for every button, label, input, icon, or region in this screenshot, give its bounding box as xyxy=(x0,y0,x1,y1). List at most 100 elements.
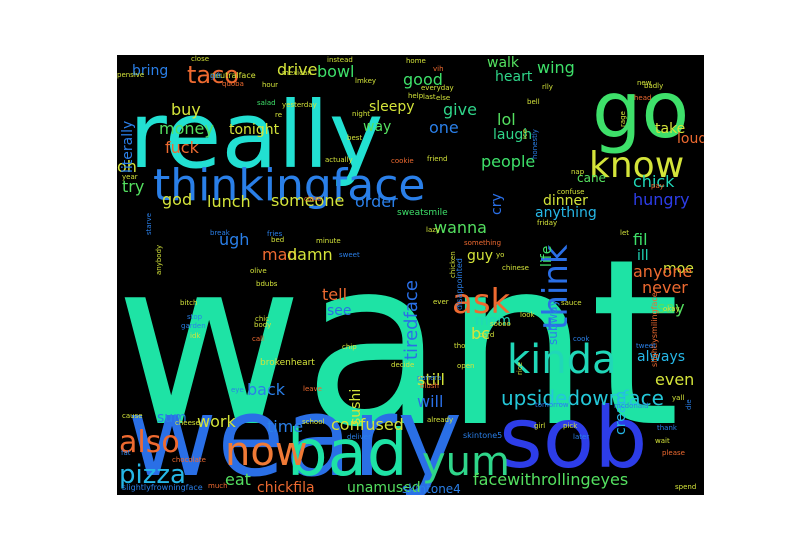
word-best: best xyxy=(347,134,362,142)
word-pick: pick xyxy=(563,422,578,430)
word-home: home xyxy=(406,57,426,65)
word-bitch: bitch xyxy=(180,299,197,307)
word-ice: ice xyxy=(521,129,529,139)
word-tiredface: tiredface xyxy=(401,280,422,360)
word-rlly: rlly xyxy=(542,83,553,91)
word-starve: starve xyxy=(145,213,153,235)
word-gift: gift xyxy=(210,72,222,80)
word-want: want xyxy=(117,211,680,478)
word-unamused: unamused xyxy=(347,480,421,495)
word-anybody: anybody xyxy=(155,245,163,275)
word-bring: bring xyxy=(132,63,168,79)
word-sauce: sauce xyxy=(561,299,582,307)
word-badly: badly xyxy=(644,82,663,90)
word-mom: mom xyxy=(475,313,511,329)
word-anyone: anyone xyxy=(633,262,692,281)
word-bdubs: bdubs xyxy=(256,280,278,288)
word-ugh: ugh xyxy=(219,230,249,249)
word-minute: minute xyxy=(316,237,341,245)
word-skintone5: skintone5 xyxy=(463,431,502,440)
word-nap: nap xyxy=(571,168,585,176)
word-upsidedownface: upsidedownface xyxy=(501,386,664,410)
word-sleepy: sleepy xyxy=(369,99,415,115)
word-honestly: honestly xyxy=(531,129,539,159)
word-slightlysmilingface: slightlysmilingface xyxy=(650,292,659,367)
word-bowl: bowl xyxy=(317,62,354,81)
word-thank: thank xyxy=(657,424,678,432)
word-say: say xyxy=(657,298,685,317)
word-man: man xyxy=(262,245,298,264)
word-cookie: cookie xyxy=(391,157,414,165)
word-will: will xyxy=(417,392,443,411)
word-call: call xyxy=(252,335,264,343)
word-mexican: mexican xyxy=(282,69,312,77)
word-re: re xyxy=(275,111,282,119)
word-body: body xyxy=(254,321,271,329)
word-even: even xyxy=(655,370,694,389)
word-close: close xyxy=(191,55,209,63)
word-chick: chick xyxy=(633,172,675,191)
word-idk: idk xyxy=(190,332,201,340)
word-vih: vih xyxy=(433,65,444,73)
word-pensive: pensive xyxy=(117,71,144,79)
word-disappointed: disappointed xyxy=(455,258,464,310)
word-tonight: tonight xyxy=(229,122,280,138)
word-much: much xyxy=(208,482,228,490)
word-mcdonald: mcdonald xyxy=(614,402,649,410)
word-decide: decide xyxy=(391,361,414,369)
word-go: go xyxy=(592,66,689,156)
word-fries: fries xyxy=(267,230,283,238)
word-dinner: dinner xyxy=(543,193,588,209)
word-yum: yum xyxy=(422,439,510,485)
word-soooo: soooo xyxy=(490,320,511,328)
word-subway: subway xyxy=(546,299,560,345)
word-oh: oh xyxy=(117,157,137,176)
word-someone: someone xyxy=(271,191,344,210)
word-never: never xyxy=(642,278,688,297)
word-cane: cane xyxy=(577,171,606,185)
word-bed: bed xyxy=(271,236,284,244)
word-already: already xyxy=(427,416,453,424)
word-card: card xyxy=(479,331,494,339)
word-brokenheart: brokenheart xyxy=(260,358,315,368)
word-hour: hour xyxy=(262,81,278,89)
word-yesterday: yesterday xyxy=(282,101,317,109)
word-chocolate: chocolate xyxy=(172,456,206,464)
word-guy: guy xyxy=(467,248,493,264)
word-try: try xyxy=(122,177,144,196)
word-girl: girl xyxy=(534,422,545,430)
word-moe: moe xyxy=(663,261,694,277)
word-sweatsmile: sweatsmile xyxy=(397,208,448,218)
word-laugh: laugh xyxy=(493,127,532,143)
word-chicken: chicken xyxy=(449,251,457,278)
word-deliver: deliver xyxy=(347,433,371,441)
word-friend: friend xyxy=(427,155,447,163)
word-sushi: sushi xyxy=(348,389,364,425)
word-bell: bell xyxy=(527,98,540,106)
word-cause: cause xyxy=(122,412,143,420)
word-money: money xyxy=(159,119,214,138)
word-garden: garden xyxy=(181,322,206,330)
word-order: order xyxy=(355,192,398,211)
word-skintone4: skintone4 xyxy=(402,482,461,495)
word-please: please xyxy=(662,449,685,457)
word-know: know xyxy=(589,145,684,186)
word-work: work xyxy=(197,412,236,431)
word-eye: eye xyxy=(231,386,244,394)
word-something: something xyxy=(464,239,501,247)
word-cook: cook xyxy=(573,335,590,343)
word-chip: chip xyxy=(342,343,357,351)
word-rice: rice xyxy=(516,362,524,375)
word-head: head xyxy=(634,94,651,102)
word-bc: bc xyxy=(471,324,490,343)
word-sob: sob xyxy=(499,389,647,487)
word-really: really xyxy=(129,82,383,189)
word-loud: loud xyxy=(677,131,704,147)
word-lmkey: lmkey xyxy=(355,77,376,85)
word-god: god xyxy=(162,190,192,209)
word-fil: fil xyxy=(633,230,648,249)
word-fat: fat xyxy=(121,449,131,457)
word-see: see xyxy=(327,303,352,319)
word-year: year xyxy=(122,173,138,181)
word-damn: damn xyxy=(287,245,333,264)
